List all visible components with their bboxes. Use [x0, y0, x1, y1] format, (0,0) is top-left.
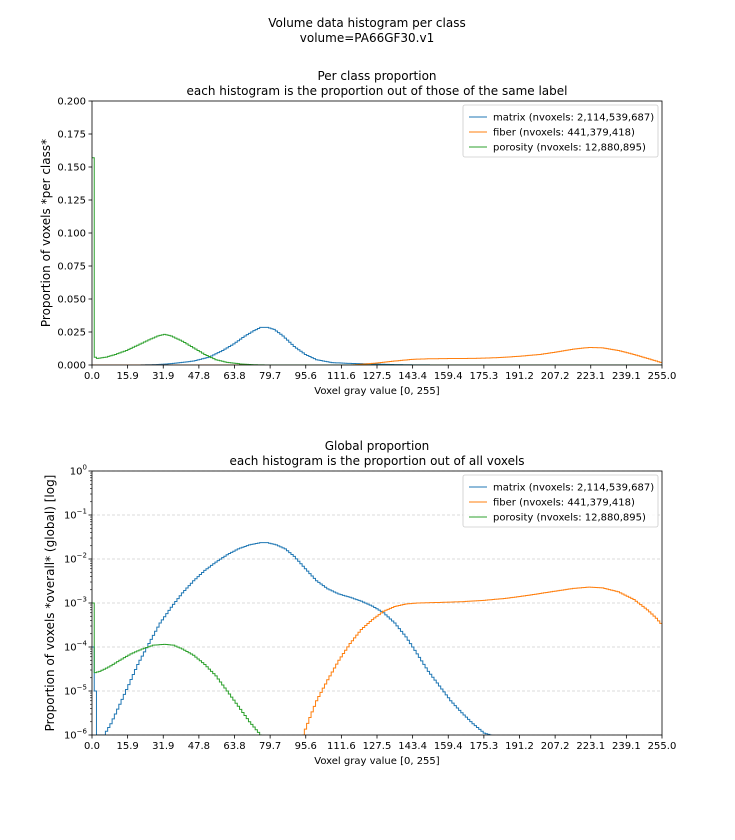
y-tick-label: 10−4: [64, 640, 88, 654]
legend-label-fiber: fiber (nvoxels: 441,379,418): [493, 498, 635, 509]
chart2-y-axis-label: Proportion of voxels *overall* (global) …: [43, 475, 57, 732]
x-tick-label: 127.5: [363, 371, 392, 382]
x-tick-label: 239.1: [612, 741, 641, 752]
y-tick-label: 0.000: [57, 361, 86, 372]
y-tick-label: 0.025: [57, 328, 86, 339]
x-tick-label: 255.0: [648, 741, 677, 752]
legend-label-matrix: matrix (nvoxels: 2,114,539,687): [493, 113, 654, 124]
y-tick-label: 0.175: [57, 130, 86, 141]
y-tick-label: 0.200: [57, 97, 86, 108]
x-tick-label: 127.5: [363, 741, 392, 752]
series-line-matrix: [92, 542, 493, 735]
x-tick-label: 47.8: [188, 741, 210, 752]
legend-box: [462, 474, 659, 528]
y-tick-label: 0.075: [57, 262, 86, 273]
legend-label-porosity: porosity (nvoxels: 12,880,895): [493, 143, 646, 154]
x-tick-label: 63.8: [223, 741, 245, 752]
x-tick-label: 31.9: [152, 371, 174, 382]
x-tick-label: 47.8: [188, 371, 210, 382]
x-tick-label: 79.7: [259, 741, 281, 752]
chart1-title-line1: Per class proportion: [317, 69, 436, 83]
series-line-fiber: [302, 586, 662, 735]
x-tick-label: 159.4: [434, 741, 463, 752]
x-tick-label: 63.8: [223, 371, 245, 382]
chart1-title-line2: each histogram is the proportion out of …: [187, 84, 568, 98]
x-tick-label: 191.2: [505, 371, 534, 382]
chart2-title-line1: Global proportion: [325, 439, 430, 453]
x-tick-label: 191.2: [505, 741, 534, 752]
figure-suptitle-line2: volume=PA66GF30.v1: [300, 31, 434, 45]
chart2-title-line2: each histogram is the proportion out of …: [229, 454, 524, 468]
x-tick-label: 15.9: [116, 371, 138, 382]
x-tick-label: 143.4: [398, 371, 427, 382]
figure-suptitle-line1: Volume data histogram per class: [268, 16, 465, 30]
x-tick-label: 111.6: [327, 741, 356, 752]
x-tick-label: 223.1: [576, 371, 605, 382]
legend-label-porosity: porosity (nvoxels: 12,880,895): [493, 513, 646, 524]
y-tick-label: 0.050: [57, 295, 86, 306]
x-tick-label: 0.0: [84, 741, 100, 752]
x-tick-label: 0.0: [84, 371, 100, 382]
x-tick-label: 223.1: [576, 741, 605, 752]
y-tick-label: 0.150: [57, 163, 86, 174]
y-tick-label: 100: [70, 464, 87, 478]
x-tick-label: 31.9: [152, 741, 174, 752]
chart1-x-axis-label: Voxel gray value [0, 255]: [314, 386, 439, 397]
legend-label-fiber: fiber (nvoxels: 441,379,418): [493, 128, 635, 139]
y-tick-label: 10−3: [64, 596, 87, 610]
x-tick-label: 175.3: [470, 741, 499, 752]
series-line-matrix: [92, 326, 662, 365]
x-tick-label: 255.0: [648, 371, 677, 382]
chart2-legend: matrix (nvoxels: 2,114,539,687) fiber (nv…: [462, 474, 659, 528]
y-tick-label: 0.125: [57, 196, 86, 207]
per-class-chart: Per class proportion each histogram is t…: [39, 69, 676, 397]
legend-label-matrix: matrix (nvoxels: 2,114,539,687): [493, 483, 654, 494]
chart1-legend: matrix (nvoxels: 2,114,539,687) fiber (nv…: [462, 104, 659, 158]
x-tick-label: 159.4: [434, 371, 463, 382]
chart1-y-axis-label: Proportion of voxels *per class*: [39, 139, 53, 327]
x-tick-label: 15.9: [116, 741, 138, 752]
y-tick-label: 10−5: [64, 684, 87, 698]
x-tick-label: 207.2: [541, 741, 570, 752]
x-tick-label: 95.6: [295, 741, 317, 752]
series-line-porosity: [92, 602, 262, 735]
x-tick-label: 111.6: [327, 371, 356, 382]
chart2-x-axis-label: Voxel gray value [0, 255]: [314, 756, 439, 767]
global-chart: Global proportion each histogram is the …: [43, 439, 676, 767]
legend-box: [462, 104, 659, 158]
series-line-fiber: [92, 346, 662, 365]
x-tick-label: 143.4: [398, 741, 427, 752]
x-tick-label: 175.3: [470, 371, 499, 382]
x-tick-label: 207.2: [541, 371, 570, 382]
y-tick-label: 10−6: [64, 728, 88, 742]
series-line-porosity: [92, 157, 662, 365]
x-tick-label: 79.7: [259, 371, 281, 382]
x-tick-label: 239.1: [612, 371, 641, 382]
y-tick-label: 0.100: [57, 229, 86, 240]
y-tick-label: 10−2: [64, 552, 87, 566]
y-tick-label: 10−1: [64, 508, 87, 522]
x-tick-label: 95.6: [295, 371, 317, 382]
